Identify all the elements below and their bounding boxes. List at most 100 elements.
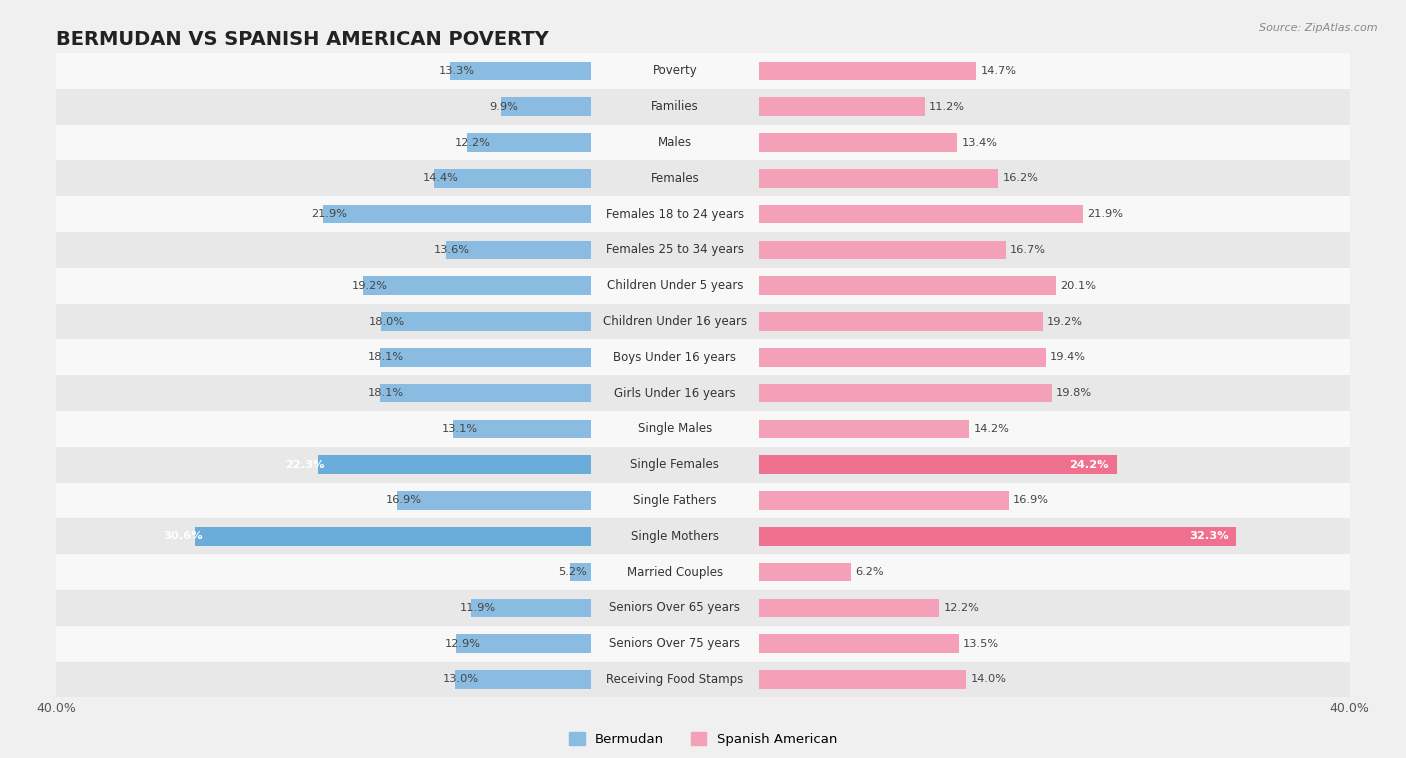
Text: Single Mothers: Single Mothers	[631, 530, 718, 543]
Text: 13.4%: 13.4%	[962, 137, 997, 148]
Bar	[759, 375, 1350, 411]
Text: 11.2%: 11.2%	[929, 102, 965, 111]
Text: 13.3%: 13.3%	[439, 66, 475, 76]
Text: Females 25 to 34 years: Females 25 to 34 years	[606, 243, 744, 256]
Text: 14.2%: 14.2%	[973, 424, 1010, 434]
Bar	[591, 268, 759, 304]
Text: Children Under 16 years: Children Under 16 years	[603, 315, 747, 328]
Text: Single Fathers: Single Fathers	[633, 494, 717, 507]
Bar	[759, 420, 969, 438]
Bar	[591, 446, 759, 483]
Bar	[380, 384, 647, 402]
Text: Source: ZipAtlas.com: Source: ZipAtlas.com	[1260, 23, 1378, 33]
Bar	[759, 554, 1350, 590]
Text: 16.2%: 16.2%	[1002, 174, 1039, 183]
Bar	[759, 384, 1052, 402]
Bar	[759, 456, 1116, 474]
Bar	[453, 420, 647, 438]
Text: Families: Families	[651, 100, 699, 113]
Bar	[450, 61, 647, 80]
Text: Boys Under 16 years: Boys Under 16 years	[613, 351, 737, 364]
Bar	[434, 169, 647, 188]
Text: 22.3%: 22.3%	[285, 459, 325, 470]
Bar	[591, 196, 759, 232]
Bar	[381, 312, 647, 330]
Bar	[471, 599, 647, 617]
Text: 16.9%: 16.9%	[385, 496, 422, 506]
Bar	[759, 268, 1350, 304]
Text: 12.2%: 12.2%	[456, 137, 491, 148]
Bar	[591, 304, 759, 340]
Text: 5.2%: 5.2%	[558, 567, 586, 577]
Bar	[759, 277, 1056, 295]
Bar	[759, 527, 1236, 546]
Bar	[759, 169, 998, 188]
Bar	[759, 304, 1350, 340]
Bar	[56, 518, 647, 554]
Bar	[591, 375, 759, 411]
Text: 9.9%: 9.9%	[489, 102, 517, 111]
Bar	[591, 232, 759, 268]
Text: 20.1%: 20.1%	[1060, 280, 1097, 291]
Bar	[759, 411, 1350, 446]
Text: 18.0%: 18.0%	[370, 317, 405, 327]
Bar	[56, 626, 647, 662]
Text: 13.0%: 13.0%	[443, 675, 479, 684]
Text: Males: Males	[658, 136, 692, 149]
Bar	[759, 483, 1350, 518]
Bar	[380, 348, 647, 367]
Bar	[759, 518, 1350, 554]
Bar	[591, 483, 759, 518]
Bar	[456, 670, 647, 689]
Bar	[591, 662, 759, 697]
Text: 11.9%: 11.9%	[460, 603, 495, 613]
Text: 13.6%: 13.6%	[434, 245, 470, 255]
Text: 18.1%: 18.1%	[368, 388, 404, 398]
Bar	[56, 662, 647, 697]
Bar	[56, 446, 647, 483]
Bar	[457, 634, 647, 653]
Text: 14.0%: 14.0%	[970, 675, 1007, 684]
Legend: Bermudan, Spanish American: Bermudan, Spanish American	[564, 727, 842, 751]
Bar	[56, 124, 647, 161]
Bar	[56, 161, 647, 196]
Bar	[759, 626, 1350, 662]
Text: 21.9%: 21.9%	[312, 209, 347, 219]
Bar	[501, 98, 647, 116]
Bar	[56, 304, 647, 340]
Bar	[591, 124, 759, 161]
Bar	[759, 634, 959, 653]
Bar	[56, 268, 647, 304]
Bar	[591, 626, 759, 662]
Text: 32.3%: 32.3%	[1189, 531, 1229, 541]
Text: 16.9%: 16.9%	[1014, 496, 1049, 506]
Text: 24.2%: 24.2%	[1070, 459, 1109, 470]
Text: 18.1%: 18.1%	[368, 352, 404, 362]
Text: 19.8%: 19.8%	[1056, 388, 1092, 398]
Bar	[759, 562, 851, 581]
Text: Seniors Over 65 years: Seniors Over 65 years	[609, 601, 741, 615]
Text: 30.6%: 30.6%	[163, 531, 202, 541]
Text: Girls Under 16 years: Girls Under 16 years	[614, 387, 735, 399]
Text: Married Couples: Married Couples	[627, 565, 723, 578]
Text: Poverty: Poverty	[652, 64, 697, 77]
Bar	[56, 89, 647, 124]
Text: 19.4%: 19.4%	[1050, 352, 1085, 362]
Bar	[759, 161, 1350, 196]
Text: 14.7%: 14.7%	[981, 66, 1017, 76]
Bar	[591, 161, 759, 196]
Bar	[759, 599, 939, 617]
Text: 19.2%: 19.2%	[352, 280, 388, 291]
Bar	[759, 312, 1043, 330]
Bar	[759, 590, 1350, 626]
Text: 12.9%: 12.9%	[444, 639, 481, 649]
Text: 13.5%: 13.5%	[963, 639, 1000, 649]
Bar	[569, 562, 647, 581]
Bar	[759, 240, 1005, 259]
Bar	[759, 340, 1350, 375]
Text: Single Females: Single Females	[630, 458, 720, 471]
Bar	[56, 483, 647, 518]
Bar	[759, 446, 1350, 483]
Text: 19.2%: 19.2%	[1047, 317, 1083, 327]
Bar	[759, 232, 1350, 268]
